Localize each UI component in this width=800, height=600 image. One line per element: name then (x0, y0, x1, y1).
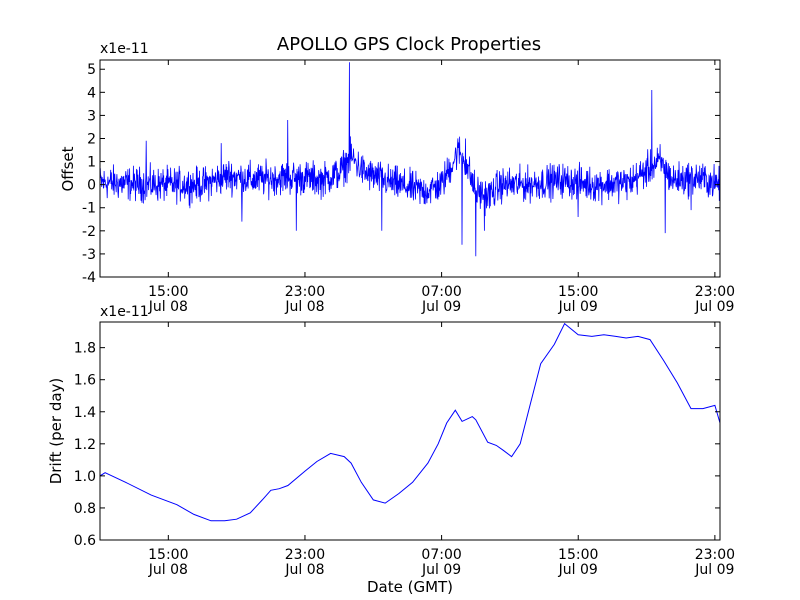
y-tick-label: 1.6 (74, 373, 96, 389)
x-tick-time-label: 07:00 (421, 547, 461, 563)
x-tick-date-label: Jul 08 (284, 299, 324, 315)
x-tick-time-label: 15:00 (148, 547, 188, 563)
x-axis-label: Date (GMT) (367, 578, 453, 596)
drift-plot-frame (99, 321, 721, 541)
x-tick-time-label: 23:00 (285, 284, 325, 300)
y-tick-label: 0 (87, 178, 96, 194)
y-tick-label: -3 (82, 247, 96, 263)
offset-y-axis-label: Offset (59, 146, 77, 191)
offset-scale-label: x1e-11 (100, 41, 149, 57)
y-tick-label: 1.4 (74, 405, 96, 421)
x-tick-date-label: Jul 09 (558, 299, 598, 315)
y-tick-label: 1 (87, 155, 96, 171)
y-tick-label: 1.8 (74, 341, 96, 357)
offset-series (100, 62, 720, 257)
y-tick-label: 4 (87, 85, 96, 101)
y-tick-label: 0.8 (74, 501, 96, 517)
x-tick-date-label: Jul 09 (558, 562, 598, 578)
y-tick-label: -1 (82, 201, 96, 217)
x-tick-date-label: Jul 08 (148, 562, 188, 578)
y-tick-label: 3 (87, 108, 96, 124)
offset-y-ticks: -4 -3 -2 -1 0 1 2 3 4 5 (82, 62, 720, 286)
y-tick-label: 1.0 (74, 469, 96, 485)
x-tick-time-label: 07:00 (421, 284, 461, 300)
offset-plot-frame (99, 59, 721, 278)
y-tick-label: 1.2 (74, 437, 96, 453)
y-tick-label: -2 (82, 224, 96, 240)
drift-y-axis-label: Drift (per day) (47, 378, 65, 485)
x-tick-date-label: Jul 09 (694, 562, 734, 578)
x-tick-date-label: Jul 09 (421, 562, 461, 578)
x-tick-time-label: 15:00 (558, 547, 598, 563)
y-tick-label: 5 (87, 62, 96, 78)
x-tick-time-label: 23:00 (285, 547, 325, 563)
drift-series (100, 322, 720, 522)
x-tick-time-label: 15:00 (148, 284, 188, 300)
x-tick-time-label: 23:00 (695, 284, 735, 300)
y-tick-label: 0.6 (74, 533, 96, 549)
x-tick-date-label: Jul 08 (148, 299, 188, 315)
drift-scale-label: x1e-11 (100, 304, 149, 320)
x-tick-date-label: Jul 09 (421, 299, 461, 315)
offset-line (100, 62, 720, 257)
x-tick-date-label: Jul 09 (694, 299, 734, 315)
x-tick-time-label: 23:00 (695, 547, 735, 563)
chart-title: APOLLO GPS Clock Properties (277, 34, 541, 55)
y-tick-label: 2 (87, 131, 96, 147)
drift-line (100, 322, 720, 522)
drift-y-ticks: 0.6 0.8 1.0 1.2 1.4 1.6 1.8 (74, 341, 720, 549)
x-tick-date-label: Jul 08 (284, 562, 324, 578)
y-tick-label: -4 (82, 270, 96, 286)
x-tick-time-label: 15:00 (558, 284, 598, 300)
